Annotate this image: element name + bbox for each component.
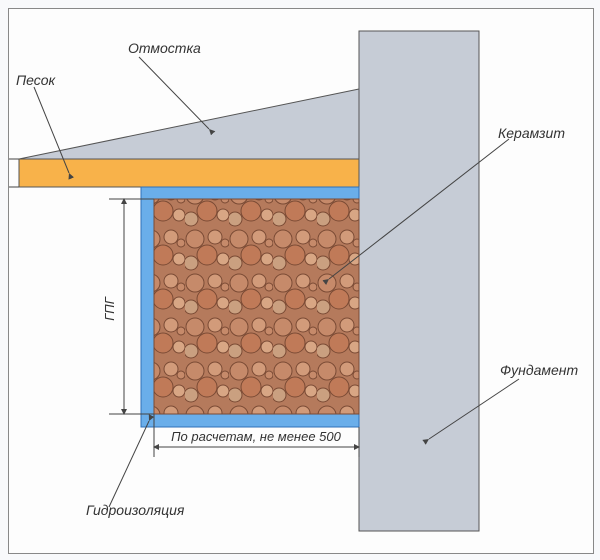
label-pesok: Песок xyxy=(16,72,55,88)
label-gidro: Гидроизоляция xyxy=(86,502,184,518)
dim-gpg-label: ГПГ xyxy=(102,296,117,320)
leader-otmostka xyxy=(139,57,209,129)
leader-gidro xyxy=(109,421,149,507)
label-fundament: Фундамент xyxy=(500,362,578,378)
dim-sand-thickness xyxy=(9,159,19,187)
otmostka-slope xyxy=(19,89,359,159)
dim-width-label: По расчетам, не менее 500 xyxy=(171,429,341,444)
keramzit-fill xyxy=(154,199,359,414)
sand-layer xyxy=(19,159,359,187)
label-keramzit: Керамзит xyxy=(498,125,565,141)
label-otmostka: Отмостка xyxy=(128,40,201,56)
foundation-wall xyxy=(359,31,479,531)
